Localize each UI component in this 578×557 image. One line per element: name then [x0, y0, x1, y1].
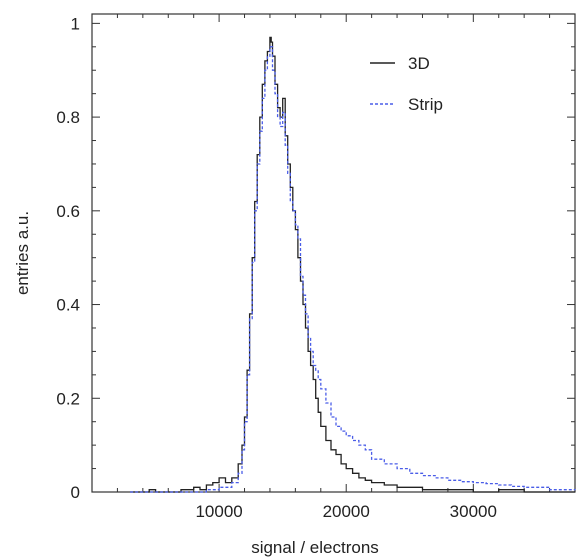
legend-label-strip: Strip [408, 95, 443, 114]
y-tick-label: 1 [71, 14, 80, 33]
legend-label-3d: 3D [408, 54, 430, 73]
y-tick-label: 0.8 [56, 108, 80, 127]
legend: 3D Strip [370, 54, 443, 114]
series-3d-line [130, 36, 575, 493]
x-tick-label: 30000 [450, 502, 497, 521]
x-axis-ticks: 10000 20000 30000 [116, 14, 551, 521]
x-tick-label: 20000 [323, 502, 370, 521]
series-strip-line [130, 46, 576, 493]
x-axis-title: signal / electrons [251, 538, 379, 557]
y-tick-label: 0.4 [56, 296, 80, 315]
y-tick-label: 0 [71, 483, 80, 502]
y-tick-label: 0.2 [56, 389, 80, 408]
y-axis-ticks: 0 0.2 0.4 0.6 0.8 1 [56, 14, 575, 502]
series-layer [130, 36, 576, 493]
y-axis-title: entries a.u. [13, 211, 32, 295]
x-tick-label: 10000 [195, 502, 242, 521]
plot-frame [91, 13, 576, 493]
y-tick-label: 0.6 [56, 202, 80, 221]
